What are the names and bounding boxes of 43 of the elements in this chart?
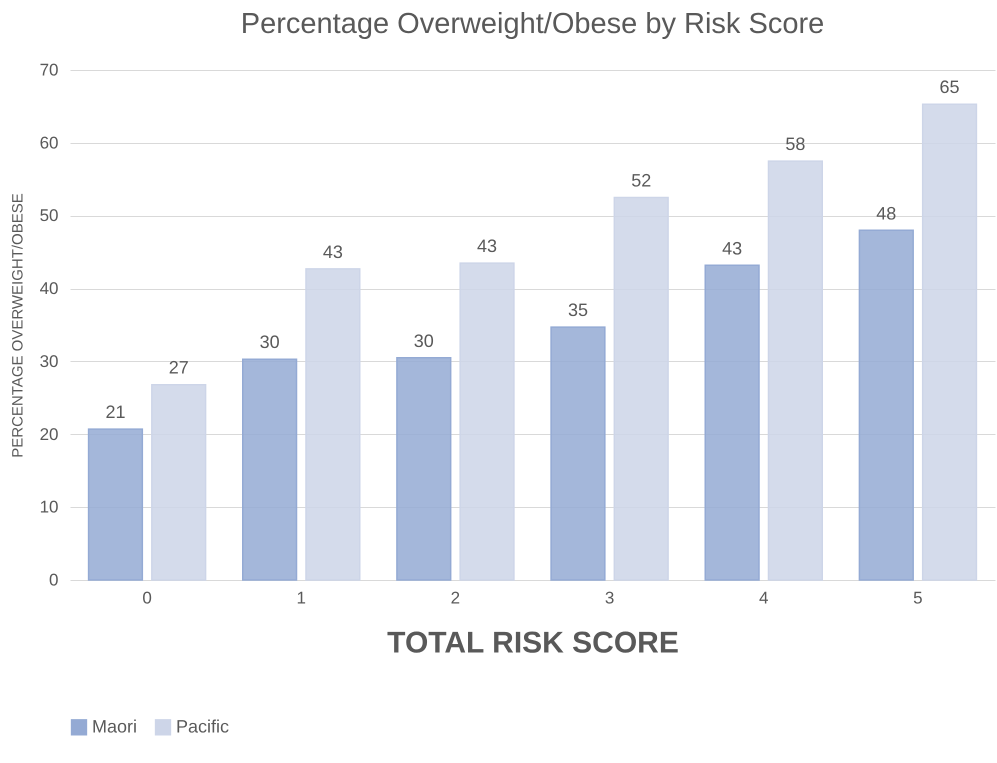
x-tick-label: 1	[296, 588, 306, 608]
y-tick-label: 50	[40, 206, 58, 226]
bar	[242, 358, 298, 581]
bar	[704, 264, 760, 581]
y-tick-label: 10	[40, 498, 58, 517]
data-label: 30	[260, 332, 280, 352]
y-tick-label: 40	[40, 279, 58, 298]
x-tick-label: 3	[604, 588, 614, 608]
y-tick-label: 70	[40, 60, 58, 80]
data-label: 43	[322, 242, 343, 262]
y-axis-title: PERCENTAGE OVERWEIGHT/OBESE	[10, 193, 27, 458]
bar	[151, 384, 206, 581]
bar	[88, 428, 144, 581]
x-axis-title: TOTAL RISK SCORE	[387, 626, 679, 660]
data-label: 48	[876, 203, 896, 224]
data-label: 43	[477, 236, 498, 256]
y-tick-label: 30	[40, 352, 58, 371]
data-label: 35	[568, 300, 588, 320]
bar	[459, 262, 515, 581]
y-tick-label: 20	[40, 424, 58, 444]
bar	[396, 357, 452, 581]
data-label: 58	[785, 134, 806, 154]
bar	[305, 268, 361, 581]
data-label: 27	[168, 358, 189, 378]
x-tick-label: 0	[142, 588, 152, 608]
bar	[858, 230, 914, 581]
bar	[922, 103, 978, 581]
bar	[614, 196, 669, 581]
legend-label: Maori	[92, 716, 138, 736]
data-label: 43	[722, 238, 742, 258]
bar	[768, 160, 824, 581]
data-label: 21	[105, 402, 126, 422]
y-tick-label: 0	[49, 570, 58, 590]
data-label: 30	[414, 330, 434, 351]
x-tick-label: 4	[759, 588, 768, 608]
y-tick-label: 60	[40, 133, 58, 152]
x-tick-label: 5	[913, 588, 923, 608]
data-label: 52	[631, 170, 652, 190]
legend-label: Pacific	[176, 716, 230, 736]
chart-title: Percentage Overweight/Obese by Risk Score	[240, 8, 824, 40]
data-label: 65	[940, 77, 960, 98]
x-tick-label: 2	[450, 588, 460, 608]
bar	[550, 326, 606, 581]
